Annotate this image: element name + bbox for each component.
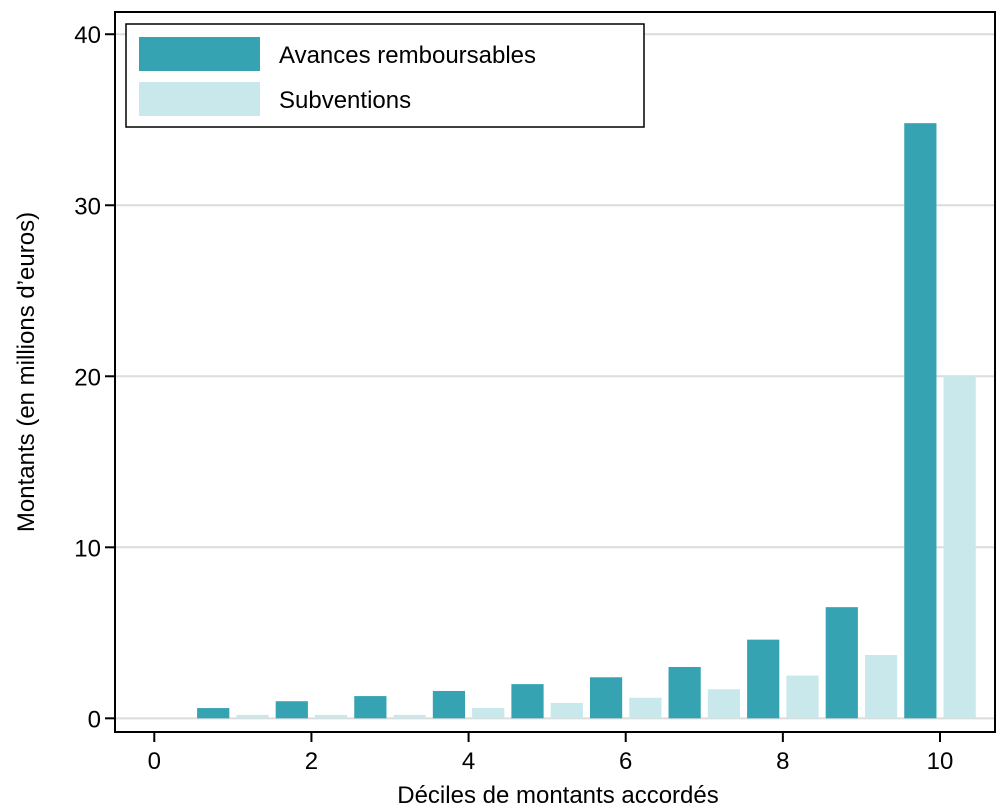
x-tick-label: 6 xyxy=(619,748,632,775)
y-tick-label: 10 xyxy=(74,535,101,562)
y-tick-label: 0 xyxy=(88,706,101,733)
legend-swatch-avances xyxy=(139,37,260,71)
bar-subventions xyxy=(786,675,819,719)
y-tick-label: 30 xyxy=(74,193,101,220)
x-tick-label: 8 xyxy=(776,748,789,775)
gridlines xyxy=(115,33,995,720)
bar-subventions xyxy=(943,376,976,719)
legend-label-subventions: Subventions xyxy=(279,87,411,114)
x-tick-label: 10 xyxy=(927,748,954,775)
bar-subventions xyxy=(393,714,426,719)
bar-avances xyxy=(197,708,230,719)
x-tick-label: 0 xyxy=(148,748,161,775)
y-axis: 0 10 20 30 40 xyxy=(74,22,115,733)
bar-subventions xyxy=(707,689,741,719)
bar-avances xyxy=(904,123,937,719)
y-axis-title: Montants (en millions d’euros) xyxy=(13,212,40,532)
x-axis-title: Déciles de montants accordés xyxy=(397,782,719,809)
legend-swatch-subventions xyxy=(139,82,260,116)
bar-subventions xyxy=(314,714,348,719)
plot-frame xyxy=(114,11,996,733)
bar-subventions xyxy=(236,714,269,719)
bar-avances xyxy=(589,677,623,719)
y-tick-label: 20 xyxy=(74,364,101,391)
bar-subventions xyxy=(550,702,583,719)
bar-avances xyxy=(432,690,466,719)
bar-subventions xyxy=(629,697,662,719)
y-tick-label: 40 xyxy=(74,22,101,49)
bars xyxy=(197,123,976,719)
legend-label-avances: Avances remboursables xyxy=(279,42,536,69)
bar-avances xyxy=(825,607,858,719)
bar-subventions xyxy=(472,708,505,719)
x-axis: 0 2 4 6 8 10 xyxy=(148,732,954,775)
bar-avances xyxy=(354,696,387,719)
x-tick-label: 2 xyxy=(305,748,318,775)
bar-avances xyxy=(747,639,780,719)
bar-subventions xyxy=(864,655,898,719)
legend: Avances remboursables Subventions xyxy=(125,23,645,128)
x-tick-label: 4 xyxy=(462,748,475,775)
bar-avances xyxy=(511,684,544,719)
bar-avances xyxy=(275,701,308,719)
bar-avances xyxy=(668,667,701,719)
